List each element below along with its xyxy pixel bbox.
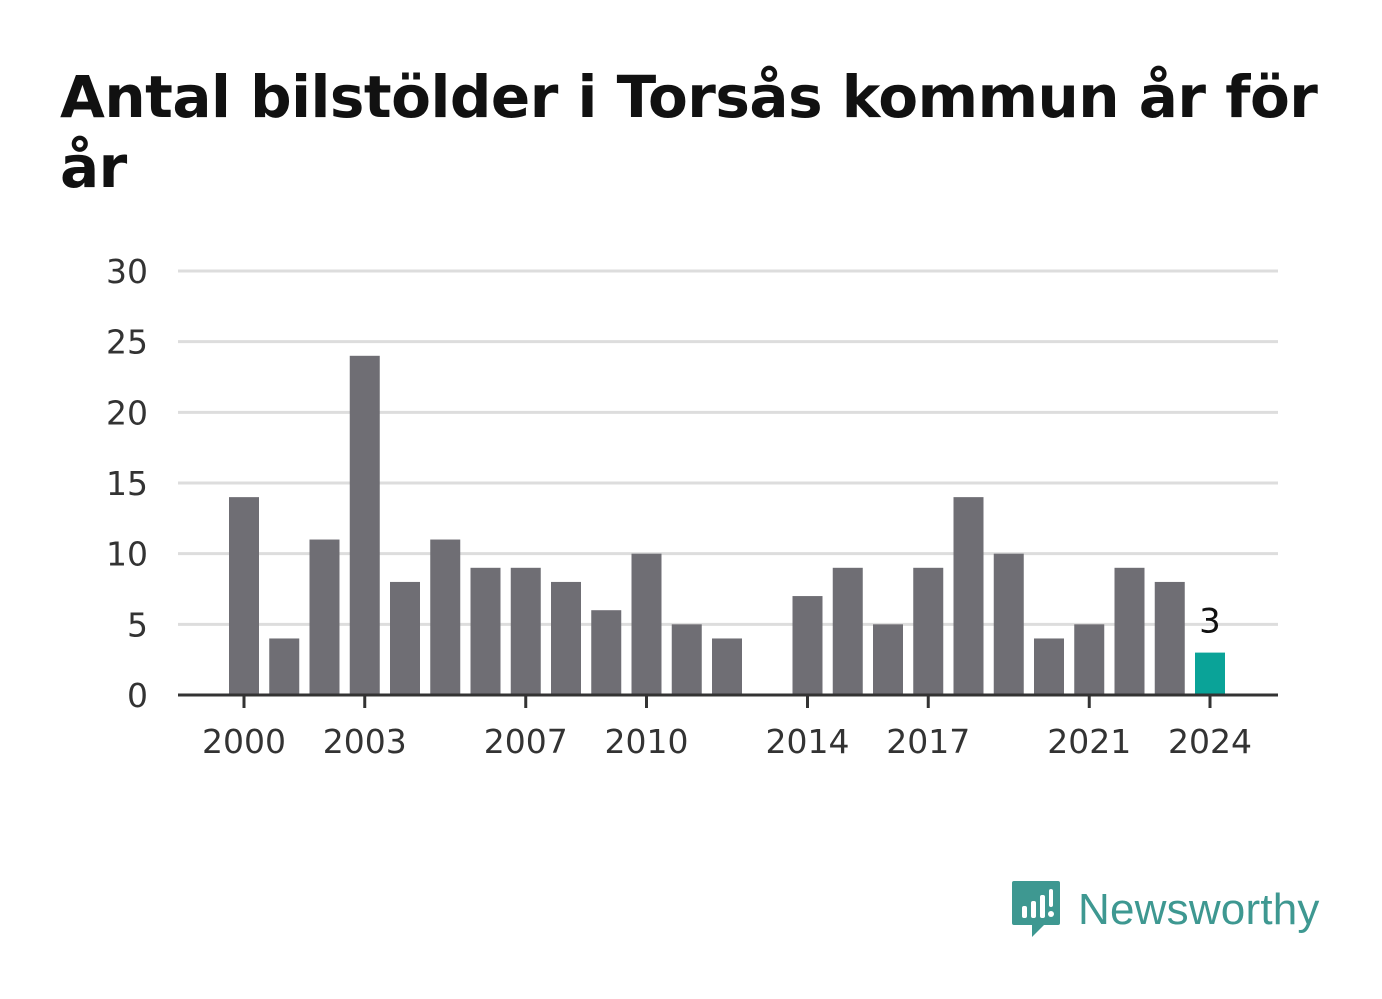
bar-2012 — [712, 638, 742, 695]
x-tick-label: 2021 — [1047, 722, 1131, 761]
bar-2018 — [953, 497, 984, 695]
y-tick-label: 5 — [127, 605, 148, 644]
y-tick-label: 10 — [106, 535, 148, 574]
x-tick-label: 2000 — [202, 722, 286, 761]
bar-2003 — [349, 355, 380, 695]
y-axis-ticks: 0 5 10 15 20 25 30 — [106, 252, 148, 715]
bar-2019 — [993, 553, 1024, 695]
x-tick-label: 2017 — [886, 722, 970, 761]
bar-2020 — [1034, 638, 1064, 695]
x-tick-label: 2010 — [605, 722, 689, 761]
bar-2024 — [1195, 652, 1225, 695]
y-tick-label: 25 — [106, 323, 148, 362]
bar-2014 — [792, 596, 823, 695]
bar-2009 — [591, 610, 622, 695]
bar-2008 — [551, 581, 581, 695]
y-tick-label: 30 — [106, 252, 148, 291]
chart-title: Antal bilstölder i Torsås kommun år för … — [60, 63, 1318, 201]
bar-2021 — [1074, 624, 1105, 695]
bar-2016 — [873, 624, 903, 695]
bars — [229, 355, 1225, 695]
y-tick-label: 0 — [127, 676, 148, 715]
x-tick-label: 2007 — [484, 722, 568, 761]
bar-2005 — [430, 539, 461, 695]
gridlines — [178, 269, 1278, 626]
x-tick-label: 2014 — [766, 722, 850, 761]
bar-2007 — [510, 567, 541, 695]
data-label-last: 3 — [1199, 602, 1221, 642]
bar-2000 — [229, 497, 259, 695]
y-tick-label: 15 — [106, 464, 148, 503]
bar-2001 — [269, 638, 300, 695]
data-labels: 3 — [1199, 602, 1221, 642]
bar-2017 — [913, 567, 944, 695]
bar-2010 — [631, 553, 662, 695]
newsworthy-logo: Newsworthy — [1010, 878, 1320, 942]
bar-2002 — [309, 539, 340, 695]
bar-2022 — [1114, 567, 1145, 695]
x-axis-ticks: 2000 2003 2007 2010 2014 2017 2021 2024 — [202, 695, 1252, 761]
newsworthy-logo-icon — [1012, 881, 1060, 937]
bar-2023 — [1154, 581, 1185, 695]
bar-2004 — [390, 581, 420, 695]
newsworthy-logo-text: Newsworthy — [1078, 885, 1320, 934]
y-tick-label: 20 — [106, 393, 148, 432]
bar-2015 — [832, 567, 863, 695]
bar-2006 — [470, 567, 501, 695]
bar-2011 — [671, 624, 702, 695]
x-tick-label: 2003 — [323, 722, 407, 761]
x-tick-label: 2024 — [1168, 722, 1252, 761]
